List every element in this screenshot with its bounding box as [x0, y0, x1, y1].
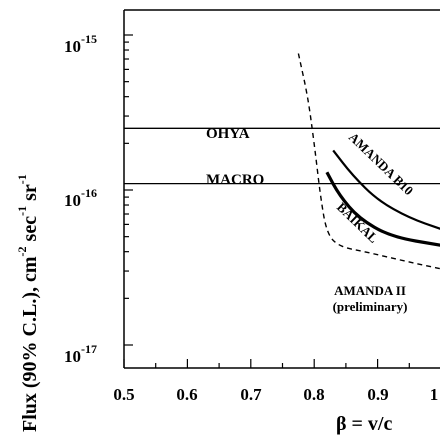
x-axis-title: β = v/c	[336, 413, 392, 435]
series-line-amanda-ii-preliminary	[297, 53, 440, 270]
x-tick-label-0.9: 0.9	[367, 385, 388, 404]
label-amanda-ii-preliminary: (preliminary)	[333, 299, 408, 314]
y-axis-title: Flux (90% C.L.), cm-2 sec-1 sr-1	[15, 174, 41, 432]
label-amanda-ii: AMANDA II	[334, 283, 406, 298]
y-tick-label-1e-17: 10-17	[64, 342, 97, 366]
label-ohya: OHYA	[206, 126, 250, 142]
series-line-baikal	[325, 171, 440, 247]
x-tick-label-1: 1	[430, 385, 439, 404]
x-tick-label-0.7: 0.7	[240, 385, 262, 404]
series-line-amanda-b10	[332, 149, 440, 230]
x-tick-label-0.6: 0.6	[176, 385, 197, 404]
y-tick-label-1e-16: 10-16	[64, 186, 97, 210]
x-tick-label-0.8: 0.8	[303, 385, 324, 404]
y-tick-labels: 10-15 10-16 10-17	[64, 32, 97, 366]
series-layer	[124, 53, 440, 270]
y-tick-label-1e-15: 10-15	[64, 32, 97, 56]
x-tick-labels: 0.5 0.6 0.7 0.8 0.9 1	[113, 385, 438, 404]
label-amanda-b10: AMANDA B10	[346, 129, 416, 198]
tick-marks	[123, 34, 410, 368]
x-tick-label-0.5: 0.5	[113, 385, 134, 404]
label-baikal: BAIKAL	[334, 199, 382, 246]
label-macro: MACRO	[206, 172, 264, 188]
plot-frame	[123, 9, 440, 369]
